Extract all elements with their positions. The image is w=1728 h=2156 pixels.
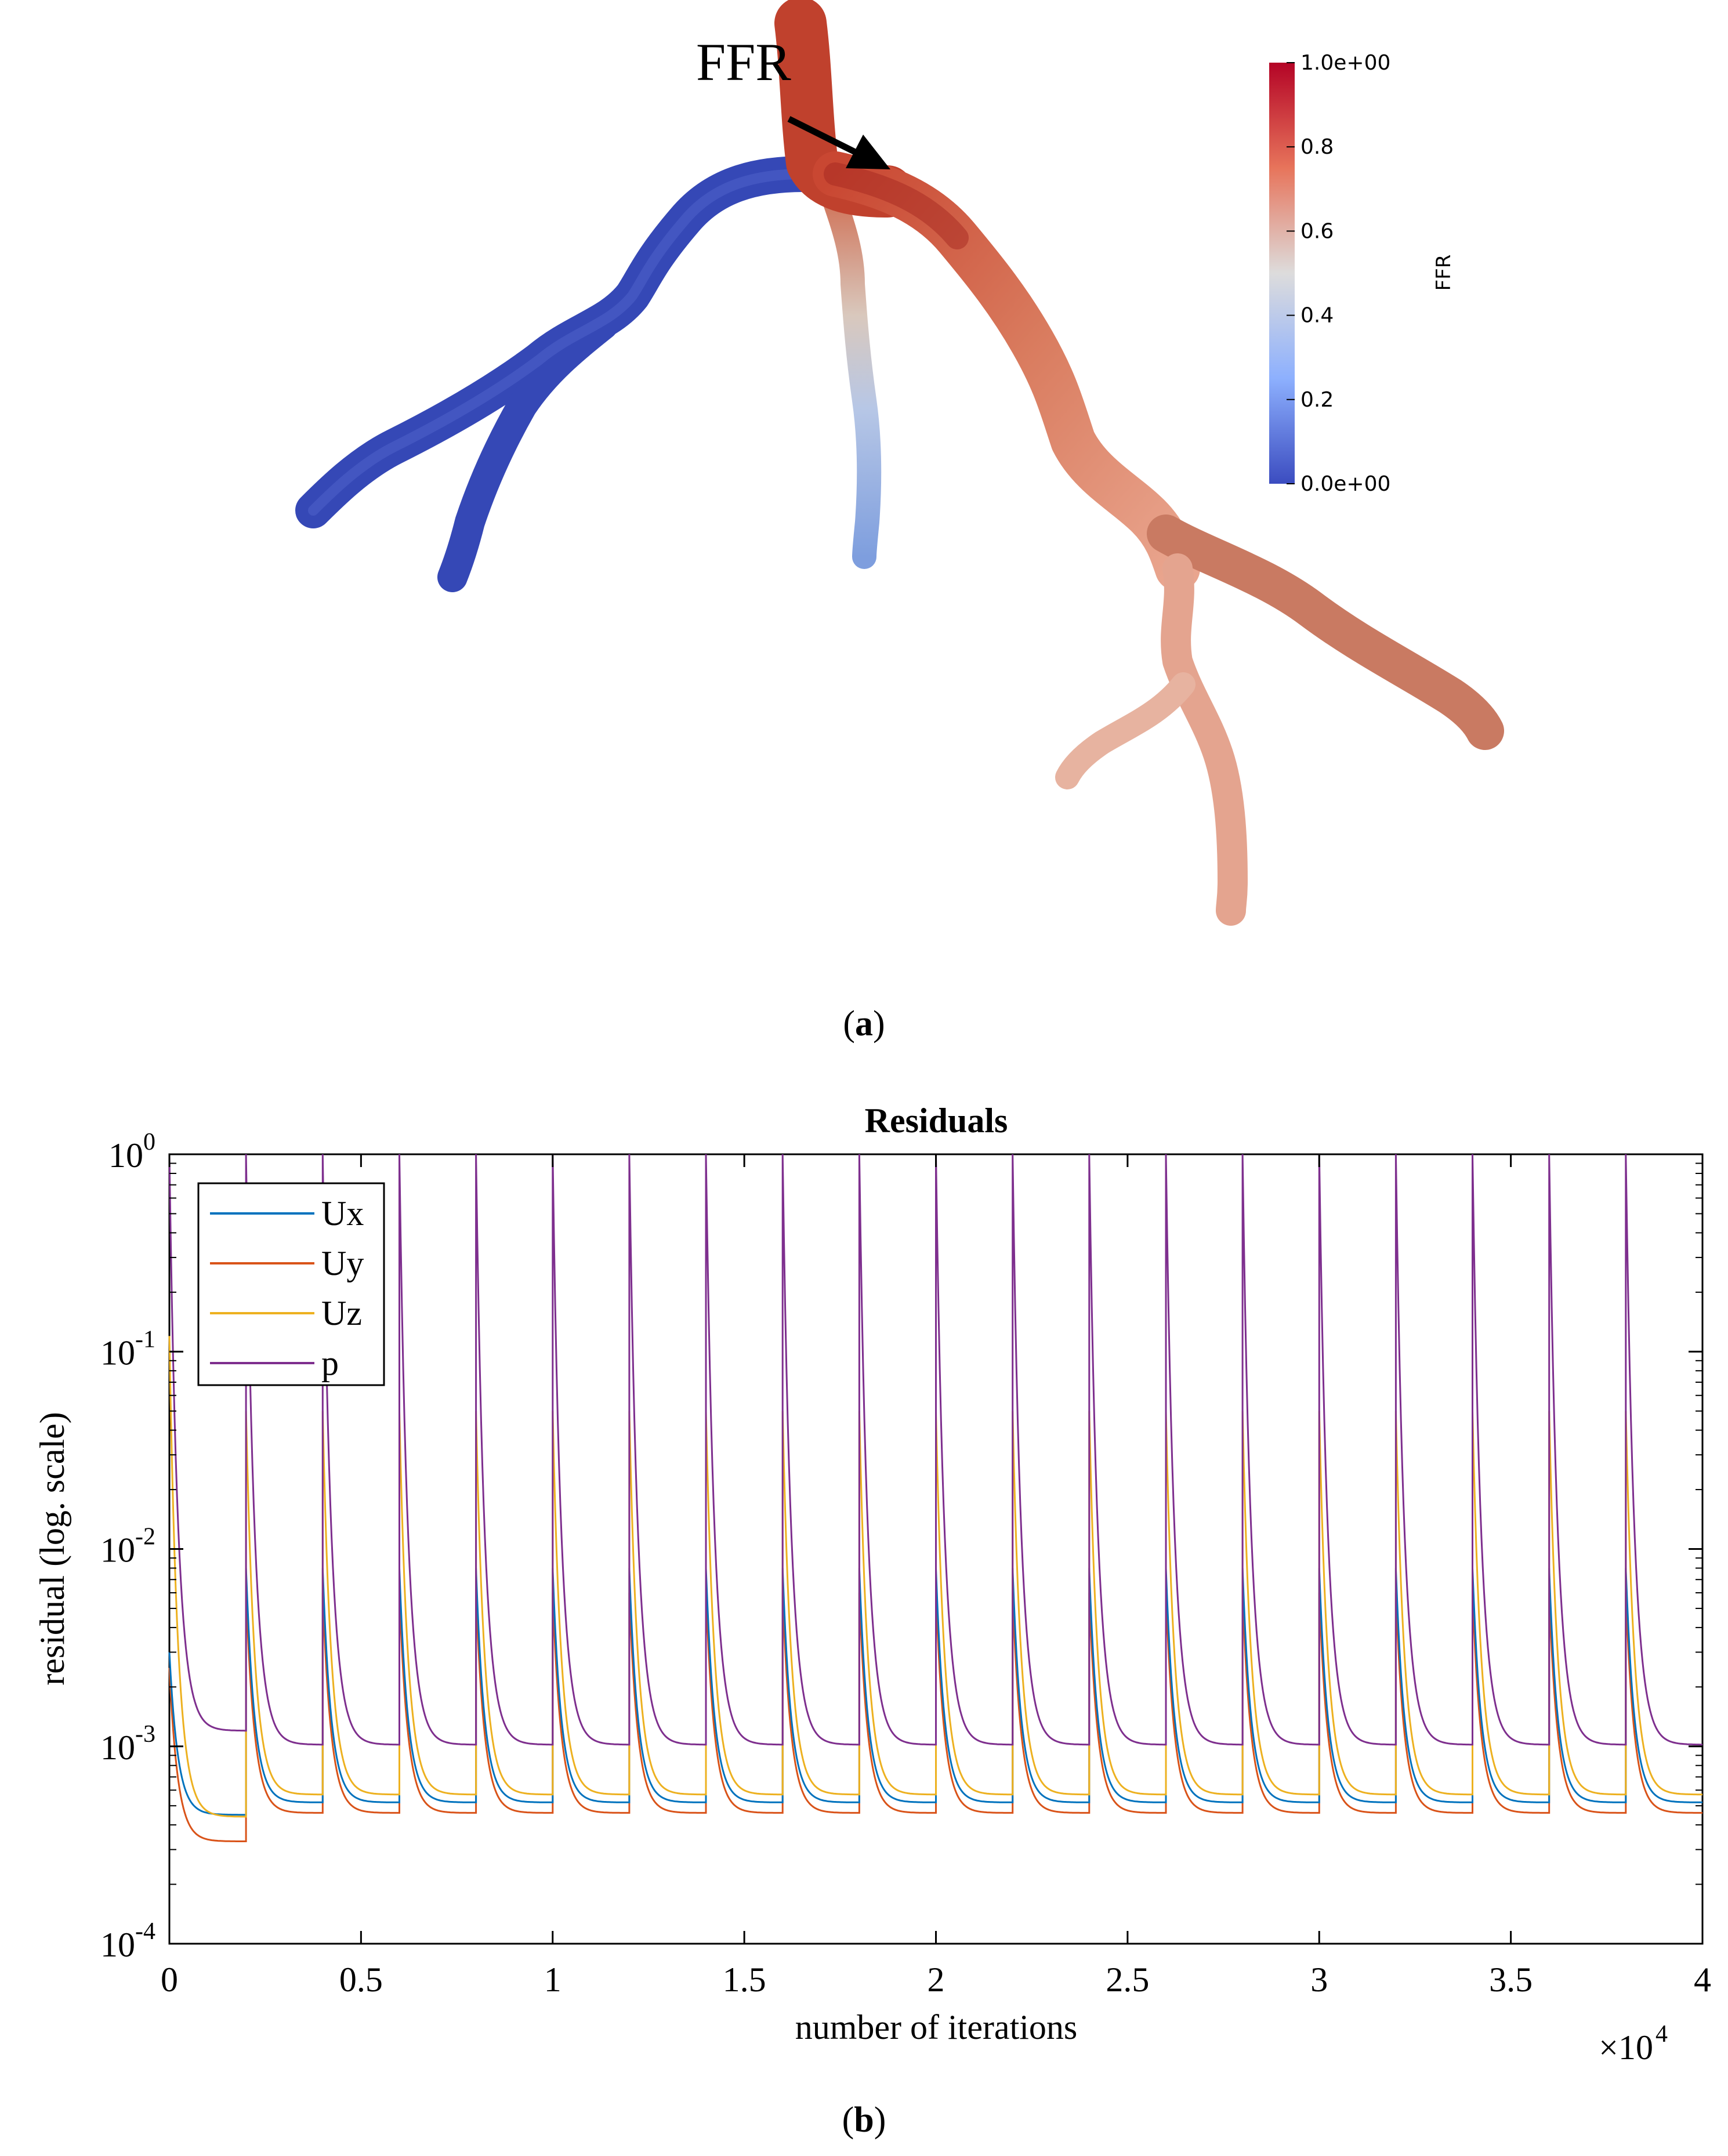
colorbar-ticks: 1.0e+00 0.8 0.6 0.4 0.2 0.0e+00 [1287, 51, 1390, 496]
y-axis-label: residual (log. scale) [33, 1412, 71, 1685]
y-tick-exponent: -3 [135, 1721, 155, 1748]
legend: Ux Uy Uz p [197, 1182, 385, 1386]
chart-title: Residuals [865, 1101, 1008, 1140]
y-tick-exponent: -2 [135, 1524, 155, 1550]
legend-label: Uz [321, 1294, 362, 1332]
x-tick-label: 1 [544, 1961, 561, 1999]
y-tick-base: 10 [100, 1334, 135, 1372]
colorbar-tick-label: 0.2 [1300, 388, 1334, 412]
legend-box [197, 1182, 385, 1386]
caption-b-letter: b [854, 2100, 874, 2140]
colorbar-tick-label: 0.0e+00 [1300, 472, 1390, 496]
x-tick-label: 3.5 [1489, 1961, 1533, 1999]
vessel-left-subbranch [437, 310, 618, 592]
caption-a: (a) [843, 1004, 885, 1043]
y-tick-label: 10-3 [100, 1721, 155, 1767]
x-exponent-base: ×10 [1599, 2028, 1653, 2067]
x-tick-label: 1.5 [723, 1961, 766, 1999]
caption-b: (b) [842, 2100, 886, 2140]
x-exponent: ×10 4 [1599, 2021, 1668, 2067]
colorbar-tick-label: 0.8 [1300, 135, 1334, 159]
y-tick-label: 10-4 [100, 1918, 155, 1964]
x-exponent-power: 4 [1655, 2021, 1668, 2048]
x-tick-label: 0 [161, 1961, 178, 1999]
y-tick-base: 10 [108, 1136, 143, 1175]
legend-label: p [321, 1344, 339, 1382]
y-tick-exponent: 0 [143, 1129, 155, 1155]
x-tick-label: 2 [928, 1961, 945, 1999]
y-tick-exponent: -1 [135, 1326, 155, 1353]
ffr-vessel-figure: FFR 1.0e+00 0.8 0.6 0.4 0.2 0.0e+00 FFR [295, 0, 1504, 926]
x-tick-label: 0.5 [339, 1961, 383, 1999]
colorbar-tick-label: 0.6 [1300, 219, 1334, 243]
caption-a-letter: a [855, 1004, 873, 1043]
vessel-tree [295, 0, 1504, 926]
y-tick-base: 10 [100, 1926, 135, 1964]
vessel-lower-side-branch [1055, 672, 1196, 789]
y-tick-label: 100 [108, 1129, 155, 1175]
y-tick-base: 10 [100, 1729, 135, 1767]
colorbar-title: FFR [1432, 255, 1455, 291]
vessel-lower-branch [1161, 553, 1248, 926]
residuals-chart: Residuals 0 0.5 1 1.5 2 2.5 3 3.5 4 10010-110-21… [33, 1101, 1711, 2067]
x-axis-label: number of iterations [795, 2008, 1078, 2046]
x-axis: 0 0.5 1 1.5 2 2.5 3 3.5 4 [161, 1154, 1711, 1999]
colorbar-tick-label: 0.4 [1300, 304, 1334, 328]
colorbar-gradient [1269, 63, 1295, 484]
y-tick-base: 10 [100, 1531, 135, 1570]
legend-label: Uy [321, 1244, 364, 1282]
x-tick-label: 4 [1694, 1961, 1711, 1999]
y-tick-label: 10-1 [100, 1326, 155, 1372]
colorbar-tick-label: 1.0e+00 [1300, 51, 1390, 75]
legend-label: Ux [321, 1194, 364, 1233]
x-tick-label: 3 [1310, 1961, 1328, 1999]
y-tick-label: 10-2 [100, 1524, 155, 1570]
ffr-annotation-label: FFR [696, 32, 791, 92]
plot-lines [168, 1154, 1702, 1842]
x-tick-label: 2.5 [1106, 1961, 1149, 1999]
arrow-icon [787, 116, 890, 169]
vessel-right-distal-branch [1147, 514, 1504, 750]
series-line-p [168, 1154, 1702, 1746]
y-tick-exponent: -4 [135, 1918, 155, 1945]
vessel-middle-branch [817, 173, 882, 569]
colorbar: 1.0e+00 0.8 0.6 0.4 0.2 0.0e+00 FFR [1269, 51, 1455, 496]
vessel-right-branch [813, 151, 1200, 591]
